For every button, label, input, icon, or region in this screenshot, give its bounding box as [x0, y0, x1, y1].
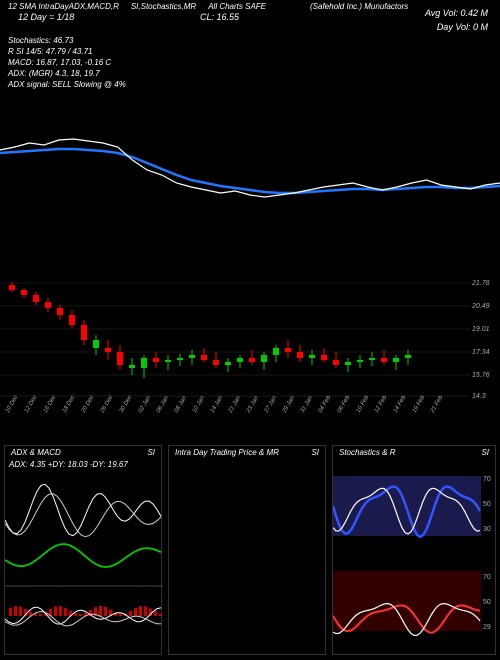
svg-text:50: 50	[483, 599, 491, 606]
header-indicators: 12 SMA IntraDayADX,MACD,R SI,Stochastics…	[8, 2, 278, 11]
svg-text:30: 30	[483, 526, 491, 533]
adx-value: ADX: (MGR) 4.3, 18, 19.7	[8, 68, 126, 79]
stoch-chart-svg: 70 50 30 70 50 29	[333, 461, 497, 656]
candle-chart-svg	[0, 280, 470, 400]
indicator-2: SI,Stochastics,MR	[131, 2, 196, 11]
svg-text:70: 70	[483, 574, 491, 581]
adx-subtitle: ADX: 4.35 +DY: 18.03 -DY: 19.67	[9, 460, 128, 469]
avg-volume: Avg Vol: 0.42 M	[425, 8, 488, 18]
svg-text:29: 29	[483, 624, 491, 631]
company-name: (Safehold Inc.) Munufactors	[310, 2, 408, 11]
timeframe: 12 Day = 1/18	[18, 12, 74, 22]
intraday-title: Intra Day Trading Price & MR	[175, 448, 279, 457]
date-axis: 10 Dec12 Dec16 Dec18 Dec20 Dec26 Dec30 D…	[10, 408, 450, 414]
adx-signal: ADX signal: SELL Slowing @ 4%	[8, 79, 126, 90]
day-volume: Day Vol: 0 M	[437, 22, 488, 32]
rsi-value: R SI 14/5: 47.79 / 43.71	[8, 46, 126, 57]
adx-chart-svg	[5, 471, 163, 656]
intraday-si: SI	[311, 448, 319, 457]
macd-value: MACD: 16.87, 17.03, -0.16 C	[8, 57, 126, 68]
stochastics-panel[interactable]: Stochastics & R SI 70 50 30 70 50 29	[332, 445, 496, 655]
svg-text:50: 50	[483, 501, 491, 508]
indicator-3: All Charts SAFE	[208, 2, 266, 11]
adx-macd-panel[interactable]: ADX & MACD SI ADX: 4.35 +DY: 18.03 -DY: …	[4, 445, 162, 655]
stoch-title: Stochastics & R	[339, 448, 395, 457]
adx-macd-title: ADX & MACD	[11, 448, 61, 457]
candlestick-chart[interactable]	[0, 280, 470, 400]
svg-text:70: 70	[483, 476, 491, 483]
main-chart-svg	[0, 95, 500, 260]
close-price: CL: 16.55	[200, 12, 239, 22]
indicator-1: 12 SMA IntraDayADX,MACD,R	[8, 2, 119, 11]
stochastics-value: Stochastics: 46.73	[8, 35, 126, 46]
main-price-chart[interactable]	[0, 95, 500, 260]
indicator-values: Stochastics: 46.73 R SI 14/5: 47.79 / 43…	[8, 35, 126, 90]
stoch-si: SI	[481, 448, 489, 457]
adx-macd-si: SI	[147, 448, 155, 457]
intraday-panel[interactable]: Intra Day Trading Price & MR SI	[168, 445, 326, 655]
